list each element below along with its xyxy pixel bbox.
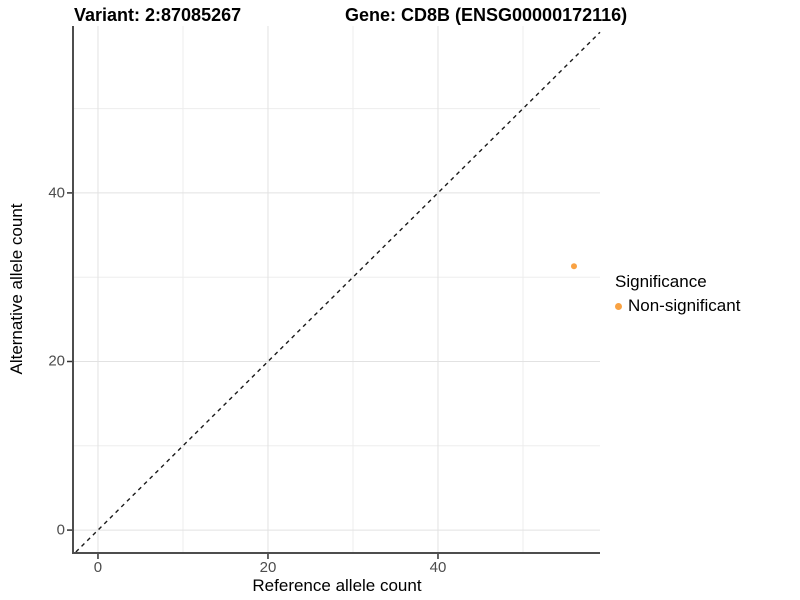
plot-title-variant: Variant: 2:87085267 — [74, 5, 242, 25]
legend-title: Significance — [615, 272, 707, 291]
identity-dashed-line — [75, 31, 601, 553]
data-point — [570, 263, 577, 270]
x-tick-label: 20 — [259, 559, 277, 576]
x-axis-title: Reference allele count — [252, 576, 422, 595]
y-tick-label: 20 — [48, 352, 65, 370]
x-tick-label: 0 — [93, 559, 103, 576]
y-tick-label: 0 — [56, 521, 65, 539]
y-axis-title: Alternative allele count — [7, 203, 26, 375]
y-tick-label: 40 — [48, 184, 65, 202]
legend-key-dot-icon — [615, 302, 622, 310]
legend: Significance Non-significant — [615, 272, 740, 316]
plot-title-gene: Gene: CD8B (ENSG00000172116) — [345, 5, 628, 25]
legend-entry: Non-significant — [615, 296, 740, 316]
legend-entry-label: Non-significant — [628, 296, 741, 315]
legend-entries: Non-significant — [615, 296, 740, 316]
x-tick-label: 40 — [429, 559, 447, 576]
